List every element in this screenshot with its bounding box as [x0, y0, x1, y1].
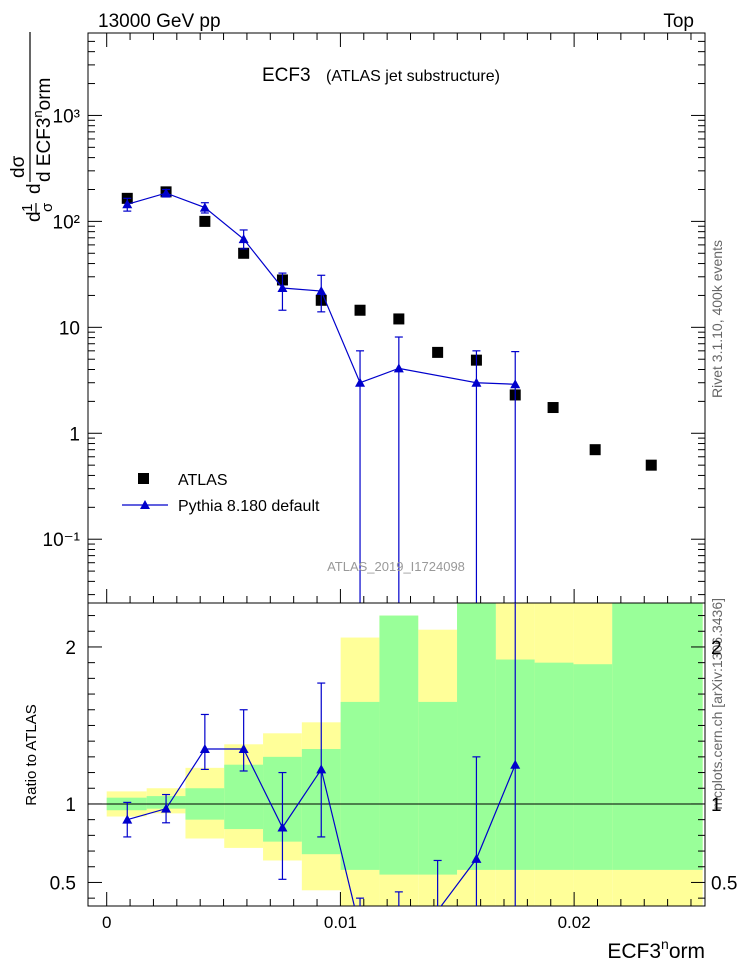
- pythia-data-point: [471, 377, 482, 387]
- legend: ATLAS Pythia 8.180 default: [122, 472, 320, 515]
- x-tick-label: 0.02: [558, 913, 591, 932]
- ratio-data-point: [238, 744, 249, 754]
- ratio-y-axis-label: Ratio to ATLAS: [23, 704, 40, 805]
- pythia-data-point: [238, 234, 249, 244]
- pythia-data-point: [161, 188, 172, 198]
- y-label-num: dσ: [8, 155, 29, 178]
- main-y-tick-label: 10³: [53, 106, 80, 127]
- main-y-tick-label: 10: [59, 318, 80, 339]
- main-y-tick-label: 1: [69, 424, 80, 445]
- legend-atlas-label: ATLAS: [178, 472, 228, 489]
- process-label: Top: [663, 11, 694, 32]
- main-y-axis-label: d 1 σ d dσ d ECF3norm: [8, 32, 56, 222]
- ratio-y-tick-label-left: 1: [65, 795, 76, 816]
- atlas-data-point: [589, 444, 601, 456]
- legend-pythia-marker: [140, 500, 150, 509]
- ratio-data-point: [199, 744, 210, 754]
- ratio-band-green: [534, 662, 574, 870]
- ratio-y-tick-label-right: 2: [711, 638, 722, 659]
- ratio-data-point: [277, 822, 288, 832]
- ratio-data-point: [437, 905, 438, 906]
- energy-label: 13000 GeV pp: [98, 11, 221, 32]
- main-y-tick-label: 10⁻¹: [43, 530, 81, 551]
- main-y-tick-label: 10²: [53, 212, 80, 233]
- y-label-part-1: 1: [19, 204, 36, 212]
- ratio-y-tick-label-left: 2: [65, 638, 76, 659]
- pythia-data-point: [199, 202, 210, 212]
- x-tick-label: 0.01: [324, 913, 357, 932]
- x-tick-label: 0: [102, 913, 111, 932]
- chart-subtitle: (ATLAS jet substructure): [326, 68, 500, 85]
- ratio-data-point: [122, 814, 133, 824]
- ratio-y-tick-label-right: 1: [711, 795, 722, 816]
- ratio-y-tick-label-left: 0.5: [50, 873, 76, 894]
- ratio-band-green: [418, 701, 458, 875]
- ratio-band-green: [340, 701, 380, 870]
- ratio-data-point: [316, 764, 327, 774]
- pythia-data-point: [122, 199, 133, 209]
- atlas-data-point: [199, 215, 211, 227]
- chart-title: ECF3: [262, 65, 311, 86]
- atlas-data-point: [645, 459, 657, 471]
- atlas-data-point: [238, 247, 250, 259]
- pythia-data-point: [510, 379, 521, 389]
- pythia-data-point: [355, 377, 366, 387]
- y-label-part-d2: d: [24, 183, 45, 194]
- y-label-part-d: d: [24, 211, 45, 222]
- ratio-plot-frame: [87, 602, 706, 907]
- ratio-y-tick-label-right: 0.5: [711, 873, 737, 894]
- legend-pythia-label: Pythia 8.180 default: [178, 498, 320, 515]
- pythia-data-point: [277, 283, 288, 293]
- atlas-data-point: [432, 346, 444, 358]
- ratio-data-point: [471, 853, 482, 863]
- ratio-band-green: [379, 615, 419, 875]
- pythia-data-point: [316, 286, 327, 296]
- pythia-line: [127, 192, 516, 385]
- atlas-data-point: [393, 313, 405, 325]
- y-label-den: d ECF3norm: [30, 78, 55, 182]
- ratio-band-green: [224, 764, 264, 830]
- pythia-data-point: [393, 363, 404, 373]
- ratio-data-point: [161, 803, 172, 813]
- y-label-part-sigma: σ: [39, 202, 56, 212]
- mcplots-label: mcplots.cern.ch [arXiv:1306.3436]: [709, 598, 725, 810]
- ratio-data-point: [394, 921, 404, 930]
- legend-atlas-marker: [138, 473, 149, 484]
- atlas-data-point: [354, 304, 366, 316]
- ratio-band-green: [612, 603, 703, 870]
- ratio-data-point: [510, 759, 521, 769]
- atlas-data-point: [547, 402, 559, 414]
- x-axis-label: ECF3norm: [607, 936, 705, 963]
- ratio-band-green: [573, 664, 613, 870]
- rivet-label: Rivet 3.1.10, 400k events: [709, 240, 725, 398]
- analysis-watermark: ATLAS_2019_I1724098: [327, 559, 465, 574]
